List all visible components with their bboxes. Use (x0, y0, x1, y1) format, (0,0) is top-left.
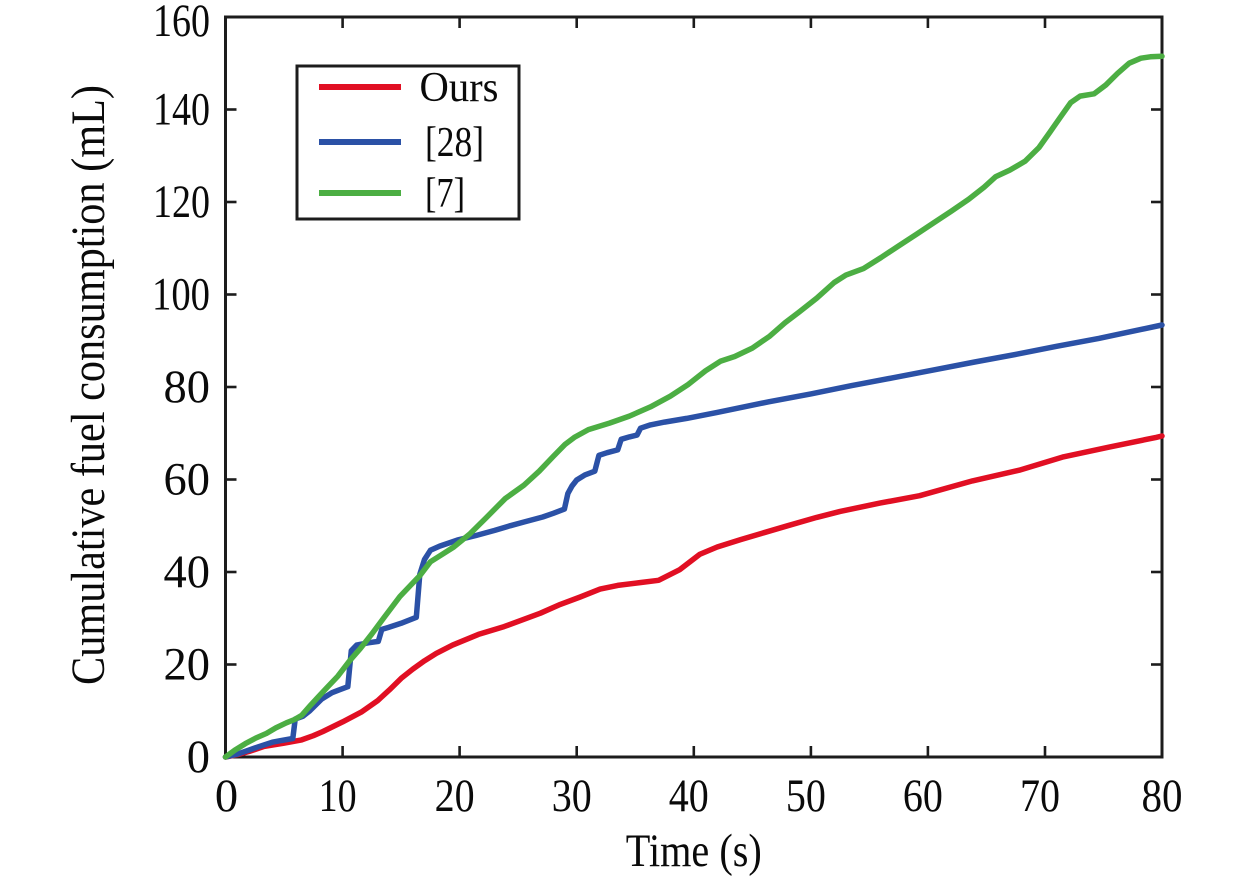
svg-text:70: 70 (1020, 771, 1060, 822)
svg-text:140: 140 (153, 85, 210, 136)
svg-text:40: 40 (164, 547, 211, 598)
svg-text:40: 40 (669, 771, 709, 822)
svg-text:30: 30 (552, 771, 592, 822)
svg-text:Ours: Ours (420, 64, 499, 111)
svg-text:80: 80 (164, 362, 211, 413)
svg-text:20: 20 (164, 640, 211, 691)
svg-text:160: 160 (153, 0, 210, 47)
svg-text:20: 20 (435, 771, 475, 822)
svg-text:Time (s): Time (s) (626, 826, 762, 877)
svg-text:50: 50 (786, 771, 826, 822)
svg-text:60: 60 (164, 455, 211, 506)
svg-text:[28]: [28] (425, 119, 484, 166)
svg-text:0: 0 (187, 732, 210, 783)
svg-text:[7]: [7] (425, 170, 465, 217)
svg-text:0: 0 (215, 771, 238, 822)
svg-text:Cumulative fuel consumption (m: Cumulative fuel consumption (mL) (62, 85, 115, 685)
svg-text:10: 10 (319, 771, 357, 822)
svg-text:100: 100 (152, 270, 210, 321)
svg-text:120: 120 (153, 177, 210, 228)
svg-text:80: 80 (1142, 771, 1183, 822)
svg-text:60: 60 (903, 771, 943, 822)
